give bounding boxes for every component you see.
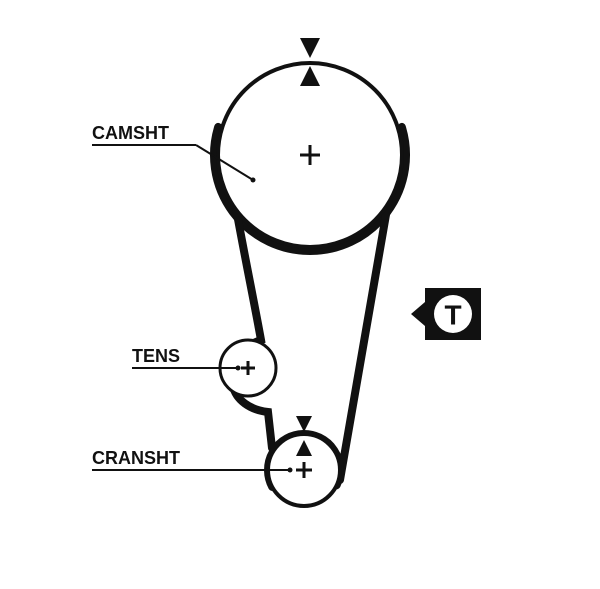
crankshaft-label-text: CRANSHT: [92, 448, 180, 468]
camshaft-pulley: [218, 63, 402, 247]
timing-belt-diagram: CAMSHT TENS CRANSHT T: [0, 0, 600, 589]
tensioner-label-text: TENS: [132, 346, 180, 366]
camshaft-label-text: CAMSHT: [92, 123, 169, 143]
tension-side-badge-text: T: [444, 300, 461, 331]
